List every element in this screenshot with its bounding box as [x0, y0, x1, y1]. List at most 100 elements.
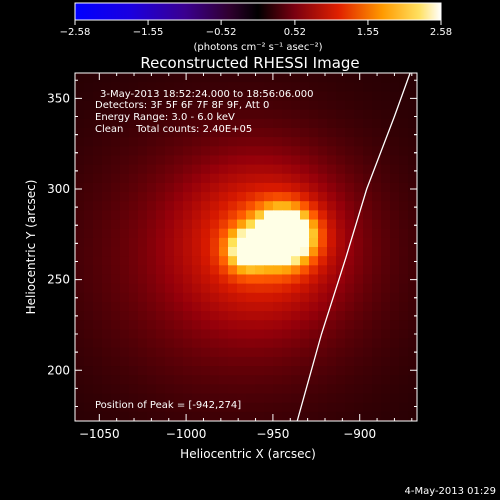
heatmap-cell [246, 219, 256, 230]
heatmap-cell [255, 256, 265, 266]
heatmap-cell [327, 109, 337, 120]
heatmap-cell [408, 210, 417, 221]
heatmap-cell [237, 384, 247, 395]
colorbar-gradient [74, 2, 442, 21]
heatmap-cell [102, 274, 112, 285]
heatmap-cell [309, 201, 319, 211]
heatmap-cell [309, 127, 319, 138]
heatmap-cell [210, 393, 220, 404]
heatmap-cell [228, 146, 238, 157]
heatmap-cell [93, 320, 103, 331]
heatmap-cell [408, 164, 417, 175]
heatmap-cell [282, 182, 292, 193]
heatmap-cell [273, 338, 283, 349]
heatmap-cell [264, 247, 274, 257]
heatmap-cell [372, 256, 382, 266]
heatmap-cell [228, 137, 238, 147]
heatmap-cell [75, 237, 85, 248]
heatmap-cell [363, 320, 373, 331]
heatmap-cell [372, 219, 382, 230]
heatmap-cell [282, 301, 292, 312]
heatmap-cell [273, 73, 283, 83]
heatmap-cell [210, 100, 220, 111]
heatmap-cell [120, 338, 130, 349]
heatmap-cell [138, 127, 148, 138]
heatmap-cell [93, 182, 103, 193]
heatmap-cell [282, 164, 292, 175]
heatmap-cell [111, 256, 121, 266]
heatmap-cell [273, 329, 283, 340]
heatmap-cell [183, 137, 193, 147]
heatmap-cell [120, 274, 130, 285]
heatmap-cell [183, 237, 193, 248]
heatmap-cell [120, 82, 130, 92]
heatmap-cell [75, 210, 85, 221]
heatmap-cell [282, 73, 292, 83]
heatmap-cell [372, 292, 382, 303]
heatmap-cell [156, 311, 166, 321]
heatmap-cell [210, 301, 220, 312]
heatmap-cell [399, 201, 409, 211]
heatmap-cell [147, 301, 157, 312]
heatmap-cell [201, 182, 211, 193]
heatmap-cell [354, 375, 364, 385]
heatmap-cell [75, 375, 85, 385]
heatmap-cell [246, 155, 256, 166]
heatmap-cell [84, 265, 94, 276]
heatmap-cell [264, 173, 274, 184]
heatmap-cell [120, 320, 130, 331]
heatmap-cell [282, 366, 292, 376]
heatmap-cell [147, 393, 157, 404]
heatmap-cell [246, 256, 256, 266]
annotation-block: 3-May-2013 18:52:24.000 to 18:56:06.000 … [95, 89, 313, 135]
heatmap-cell [228, 237, 238, 248]
heatmap-cell [75, 411, 85, 421]
heatmap-cell [309, 210, 319, 221]
heatmap-cell [246, 82, 256, 92]
heatmap-cell [336, 82, 346, 92]
heatmap-cell [93, 247, 103, 257]
heatmap-cell [183, 366, 193, 376]
heatmap-cell [381, 182, 391, 193]
heatmap-cell [372, 329, 382, 340]
heatmap-cell [399, 292, 409, 303]
heatmap-cell [399, 274, 409, 285]
heatmap-cell [228, 265, 238, 276]
heatmap-cell [201, 247, 211, 257]
heatmap-cell [300, 192, 310, 202]
heatmap-cell [174, 173, 184, 184]
heatmap-cell [147, 411, 157, 421]
heatmap-cell [372, 283, 382, 294]
heatmap-cell [93, 292, 103, 303]
heatmap-cell [300, 247, 310, 257]
heatmap-cell [93, 366, 103, 376]
heatmap-cell [399, 164, 409, 175]
heatmap-cell [327, 164, 337, 175]
heatmap-cell [273, 173, 283, 184]
heatmap-cell [255, 356, 265, 367]
heatmap-cell [165, 347, 175, 358]
x-tick-label: −950 [256, 427, 289, 441]
heatmap-cell [345, 91, 355, 102]
heatmap-cell [228, 173, 238, 184]
heatmap-cell [174, 247, 184, 257]
heatmap-cell [183, 82, 193, 92]
heatmap-cell [84, 347, 94, 358]
heatmap-cell [102, 237, 112, 248]
heatmap-cell [354, 91, 364, 102]
heatmap-cell [336, 173, 346, 184]
heatmap-cell [282, 137, 292, 147]
heatmap-cell [336, 247, 346, 257]
heatmap-cell [327, 192, 337, 202]
heatmap-cell [156, 182, 166, 193]
heatmap-cell [354, 356, 364, 367]
heatmap-cell [336, 155, 346, 166]
heatmap-cell [354, 329, 364, 340]
heatmap-cell [165, 210, 175, 221]
heatmap-cell [273, 91, 283, 102]
heatmap-cell [120, 219, 130, 230]
heatmap-cell [255, 329, 265, 340]
heatmap-cell [75, 228, 85, 239]
heatmap-cell [174, 155, 184, 166]
heatmap-cell [345, 118, 355, 129]
